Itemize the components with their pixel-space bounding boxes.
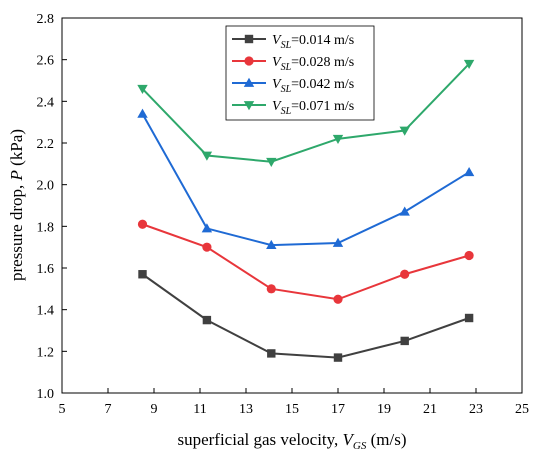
- legend-label: VSL=0.028 m/s: [272, 55, 354, 73]
- data-point-s0-1: [202, 315, 212, 325]
- y-tick-label: 1.0: [37, 387, 55, 402]
- y-tick-label: 2.4: [37, 95, 55, 110]
- data-point-s2-5: [463, 166, 475, 177]
- x-tick-label: 17: [331, 402, 345, 417]
- x-tick-label: 7: [105, 402, 112, 417]
- legend-label: VSL=0.042 m/s: [272, 77, 354, 95]
- x-tick-label: 13: [239, 402, 253, 417]
- y-tick-label: 1.4: [37, 304, 55, 319]
- data-point-s2-3: [332, 237, 344, 247]
- series-line-2: [141, 113, 470, 247]
- data-point-s3-1: [201, 151, 213, 161]
- x-tick-label: 5: [59, 402, 66, 417]
- x-tick-label: 21: [423, 402, 437, 417]
- x-tick-label: 19: [377, 402, 391, 417]
- x-tick-label: 11: [193, 402, 206, 417]
- data-point-s1-3: [333, 294, 343, 304]
- data-point-s1-4: [400, 269, 410, 279]
- y-tick-label: 1.2: [37, 345, 55, 360]
- data-point-s3-2: [266, 157, 277, 167]
- y-tick-label: 2.6: [37, 54, 55, 69]
- legend-marker: [244, 34, 254, 44]
- data-point-s3-0: [137, 84, 148, 95]
- x-axis-label: superficial gas velocity, VGS (m/s): [177, 430, 406, 452]
- data-point-s1-0: [137, 219, 148, 229]
- data-point-s1-2: [266, 284, 276, 294]
- legend-marker: [243, 77, 255, 87]
- data-point-s3-3: [332, 134, 344, 145]
- data-point-s1-1: [202, 242, 212, 252]
- y-tick-label: 2.8: [37, 12, 55, 27]
- data-point-s1-5: [464, 250, 474, 261]
- y-tick-label: 2.2: [37, 137, 55, 152]
- data-point-s3-4: [399, 126, 410, 136]
- y-tick-label: 1.8: [37, 220, 55, 235]
- y-axis-label: pressure drop, P (kPa): [7, 129, 26, 281]
- legend-marker: [244, 56, 254, 66]
- series-line-0: [141, 273, 470, 359]
- data-point-s0-4: [400, 336, 409, 346]
- data-point-s2-1: [201, 223, 213, 233]
- data-point-s3-5: [463, 59, 475, 70]
- legend: VSL=0.014 m/s VSL=0.028 m/s VSL=0.042 m/s V…: [225, 25, 375, 121]
- y-tick-label: 1.6: [37, 262, 55, 277]
- data-point-s0-5: [464, 313, 474, 323]
- legend-label: VSL=0.014 m/s: [272, 33, 354, 51]
- data-point-s0-2: [267, 349, 276, 358]
- x-tick-label: 9: [151, 402, 158, 417]
- x-tick-label: 23: [469, 402, 483, 417]
- y-tick-label: 2.0: [37, 179, 55, 194]
- data-point-s2-0: [137, 108, 148, 118]
- data-point-s0-0: [138, 270, 147, 279]
- x-tick-label: 25: [515, 402, 529, 417]
- data-point-s2-2: [266, 239, 277, 249]
- data-point-s2-4: [399, 206, 410, 216]
- legend-label: VSL=0.071 m/s: [272, 99, 354, 117]
- series-line-1: [142, 223, 470, 301]
- series-line-3: [141, 63, 470, 163]
- legend-marker: [243, 101, 255, 111]
- x-tick-label: 15: [285, 402, 299, 417]
- data-point-s0-3: [333, 353, 343, 362]
